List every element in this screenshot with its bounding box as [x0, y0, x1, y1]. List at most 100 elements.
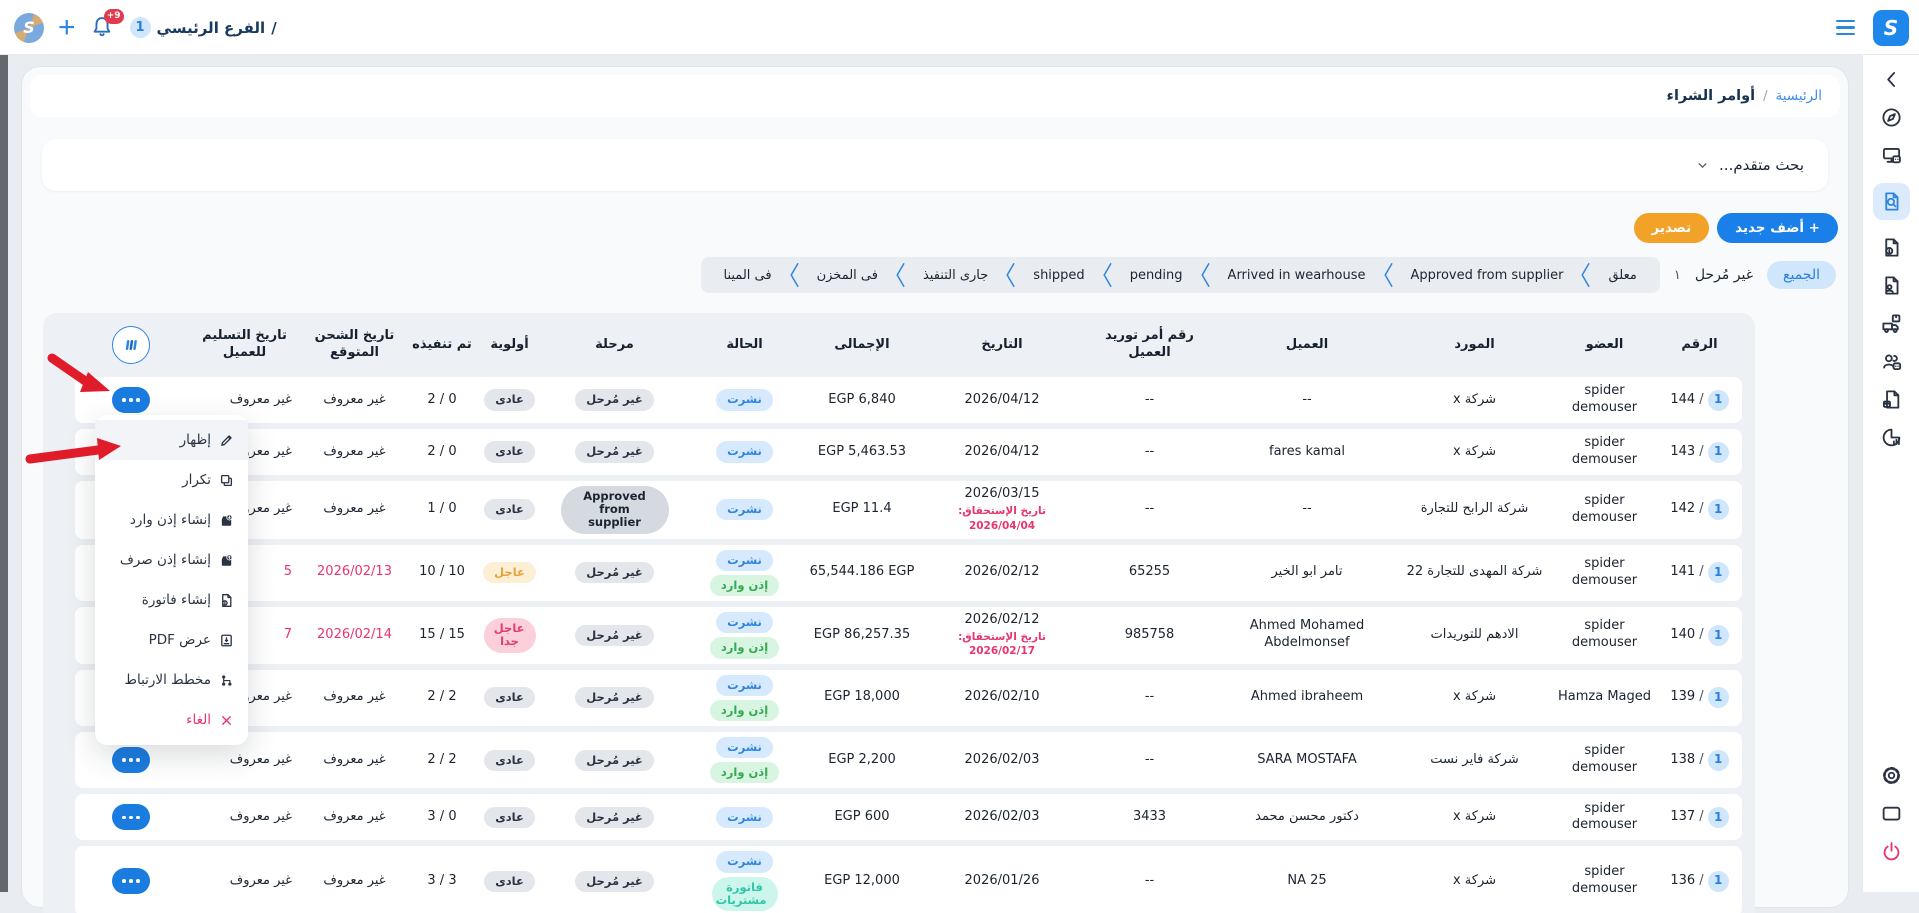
cell-total: 65,544.186 EGP	[802, 559, 922, 586]
order-number: 144	[1670, 392, 1695, 409]
column-header-13: تاريخ التسليم للعميل	[187, 328, 302, 362]
stage-tab-4[interactable]: pending	[1117, 268, 1196, 283]
menu-item-view-pdf[interactable]: عرض PDF	[95, 620, 248, 660]
cell-number: 1/141	[1657, 557, 1742, 588]
logout-icon	[1881, 841, 1902, 862]
column-header-6: التاريخ	[922, 337, 1082, 354]
cell-executed: 2 / 0	[407, 387, 477, 414]
table-row-138[interactable]: 1/138spider demouserشركة فاير نستSARA MO…	[75, 732, 1742, 788]
table-row-143[interactable]: 1/143spider demouserشركة xfares kamal--2…	[75, 429, 1742, 475]
sidebar-item-settings[interactable]	[1881, 765, 1902, 786]
status-badge: إذن وارد	[710, 762, 779, 783]
cell-status: نشرتإذن وارد	[687, 545, 802, 601]
cell-number: 1/137	[1657, 802, 1742, 833]
table-row-142[interactable]: 1/142spider demouserشركة الرابح للتجارة-…	[75, 481, 1742, 539]
sidebar-item-logout[interactable]	[1881, 841, 1902, 862]
notifications-button[interactable]: +9	[90, 15, 116, 41]
menu-item-link-map[interactable]: مخطط الارتباط	[95, 660, 248, 700]
priority-badge: عاجل جدا	[484, 618, 536, 652]
cell-date: 2026/02/12	[922, 559, 1082, 586]
stage-tab-1[interactable]: معلق	[1595, 268, 1649, 283]
breadcrumb-home-link[interactable]: الرئيسية	[1776, 88, 1823, 104]
sidebar-item-users[interactable]	[1881, 351, 1902, 372]
sidebar-item-reports[interactable]	[1881, 427, 1902, 448]
stage-tab-7[interactable]: فى المخزن	[804, 268, 891, 283]
menu-item-create-receive-permit[interactable]: إنشاء إذن وارد	[95, 500, 248, 540]
cell-client: Ahmed Mohamed Abdelmonsef	[1217, 613, 1397, 657]
cell-supplier: شركة x	[1397, 868, 1552, 895]
stage-badge: Approved from supplier	[561, 486, 669, 534]
branch-number-badge: 1	[1708, 442, 1729, 463]
table-row-144[interactable]: 1/144spider demouserشركة x----2026/04/12…	[75, 377, 1742, 423]
stage-tab-6[interactable]: جارى التنفيذ	[910, 268, 1001, 283]
cell-client-delivery-date: غير معروف	[187, 747, 302, 774]
sidebar-item-collapse[interactable]	[1881, 69, 1902, 90]
sidebar-item-kiosk[interactable]	[1881, 803, 1902, 824]
stage-tab-8[interactable]: فى المينا	[711, 268, 785, 283]
branch-breadcrumb[interactable]: 1 الفرع الرئيسي /	[130, 17, 277, 38]
order-number: 143	[1670, 444, 1695, 461]
cell-total: EGP 5,463.53	[802, 439, 922, 466]
cell-date: 2026/02/03	[922, 804, 1082, 831]
row-actions-button[interactable]	[112, 804, 150, 830]
sidebar-item-invoices[interactable]	[1881, 237, 1902, 258]
advanced-search-toggle[interactable]: بحث متقدم...	[42, 139, 1828, 191]
sidebar-item-shipping[interactable]	[1881, 313, 1902, 334]
stage-tab-2[interactable]: Approved from supplier	[1398, 268, 1577, 283]
cell-client: دكتور محسن محمد	[1217, 804, 1397, 831]
add-new-button[interactable]: + أضف جديد	[1717, 213, 1838, 243]
cell-priority: عادى	[477, 802, 542, 833]
sidebar-item-clients[interactable]	[1881, 275, 1902, 296]
cell-priority: عادى	[477, 682, 542, 713]
quick-add-button[interactable]: +	[58, 14, 76, 42]
cell-stage: غير مُرحل	[542, 384, 687, 415]
cell-executed: 3 / 0	[407, 804, 477, 831]
row-actions-button[interactable]	[112, 387, 150, 413]
cell-date: 2026/03/15تاريخ الإستحقاق:2026/04/04	[922, 481, 1082, 538]
stage-badge: غير مُرحل	[575, 750, 654, 771]
menu-item-duplicate[interactable]: تكرار	[95, 460, 248, 500]
cell-number: 1/140	[1657, 620, 1742, 651]
menu-item-show[interactable]: إظهار	[95, 420, 248, 460]
cell-expected-ship-date: غير معروف	[302, 747, 407, 774]
branch-title: الفرع الرئيسي	[157, 19, 266, 37]
row-actions-button[interactable]	[112, 868, 150, 894]
table-row-140[interactable]: 1/140spider demouserالادهم للتوريداتAhme…	[75, 607, 1742, 663]
tab-count: ١	[1674, 268, 1681, 283]
cell-client-po: 3433	[1082, 804, 1217, 831]
row-actions-button[interactable]	[112, 747, 150, 773]
cell-client-delivery-date: غير معروف	[187, 804, 302, 831]
table-row-141[interactable]: 1/141spider demouserشركة المهدى للتجارة …	[75, 545, 1742, 601]
sidebar-item-products[interactable]	[1881, 389, 1902, 410]
sidebar-item-purchase-orders[interactable]	[1873, 183, 1910, 220]
sidebar	[1862, 55, 1919, 892]
create-receive-permit-icon	[219, 513, 234, 528]
tab-unposted[interactable]: غير مُرحل	[1695, 267, 1753, 283]
cell-executed: 3 / 3	[407, 868, 477, 895]
cell-actions	[75, 863, 187, 899]
bell-icon	[90, 24, 114, 43]
tab-all[interactable]: الجميع	[1767, 261, 1836, 289]
menu-item-create-invoice[interactable]: إنشاء فاتورة	[95, 580, 248, 620]
cell-supplier: شركة الرابح للتجارة	[1397, 496, 1552, 523]
menu-hamburger-icon[interactable]	[1836, 20, 1855, 35]
column-settings-button[interactable]	[112, 326, 150, 364]
link-map-icon	[219, 673, 234, 688]
view-pdf-icon	[219, 633, 234, 648]
stage-tab-3[interactable]: Arrived in wearhouse	[1215, 268, 1379, 283]
sidebar-item-pos[interactable]	[1881, 145, 1902, 166]
priority-badge: عادى	[484, 687, 535, 708]
stage-tab-5[interactable]: shipped	[1020, 268, 1097, 283]
menu-item-label: الغاء	[186, 712, 211, 728]
cell-supplier: الادهم للتوريدات	[1397, 622, 1552, 649]
export-button[interactable]: تصدير	[1634, 213, 1710, 243]
column-header-10: أولوية	[477, 337, 542, 354]
cell-executed: 2 / 0	[407, 439, 477, 466]
table-row-136[interactable]: 1/136spider demouserشركة xNA 25--2026/01…	[75, 846, 1742, 913]
table-row-139[interactable]: 1/139Hamza Magedشركة xAhmed ibraheem--20…	[75, 670, 1742, 726]
menu-item-cancel[interactable]: الغاء	[95, 700, 248, 740]
table-row-137[interactable]: 1/137spider demouserشركة xدكتور محسن محم…	[75, 794, 1742, 840]
sidebar-item-dashboard[interactable]	[1881, 107, 1902, 128]
cell-supplier: شركة x	[1397, 684, 1552, 711]
menu-item-create-issue-permit[interactable]: إنشاء إذن صرف	[95, 540, 248, 580]
